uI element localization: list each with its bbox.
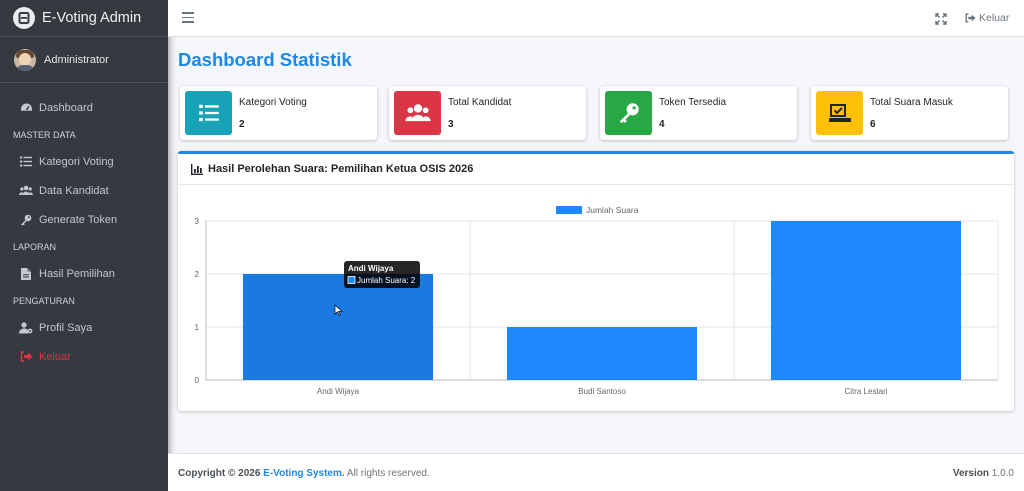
y-tick-label: 2 (195, 270, 200, 279)
brand-title: E-Voting Admin (42, 10, 142, 26)
footer-version: Version 1.0.0 (953, 468, 1014, 479)
bar (770, 221, 962, 380)
logout-button[interactable]: Keluar (965, 12, 1009, 24)
cursor-icon (334, 304, 343, 316)
sidebar-item-kandidat[interactable]: Data Kandidat (0, 176, 168, 205)
info-box-label: Total Suara Masuk (870, 97, 953, 108)
key-icon (605, 91, 652, 135)
bar (242, 274, 434, 380)
list-icon (185, 91, 232, 135)
y-tick-label: 1 (195, 323, 200, 332)
footer-copyright: Copyright © 2026 E-Voting System. All ri… (178, 468, 430, 479)
rights-text: All rights reserved. (346, 468, 430, 479)
tooltip-swatch (347, 276, 356, 284)
version-number: 1.0.0 (991, 468, 1014, 479)
file-icon (19, 267, 33, 281)
sidebar-item-token[interactable]: Generate Token (0, 205, 168, 234)
version-label: Version (952, 468, 989, 479)
sidebar: E-Voting Admin Administrator Dashboard M… (0, 0, 168, 491)
info-box-label: Kategori Voting (239, 97, 307, 108)
page-title: Dashboard Statistik (178, 49, 352, 70)
logout-label: Keluar (979, 12, 1010, 24)
info-box-number: 3 (448, 119, 454, 130)
user-gear-icon (19, 321, 33, 335)
x-tick-label: Andi Wijaya (317, 387, 360, 396)
brand-logo-icon (13, 7, 35, 29)
user-panel[interactable]: Administrator (0, 37, 168, 83)
card-header: Hasil Perolehan Suara: Pemilihan Ketua O… (178, 154, 1014, 185)
top-navbar: Keluar (168, 0, 1024, 37)
info-box-number: 4 (659, 119, 665, 130)
brand-link[interactable]: E-Voting Admin (0, 0, 168, 37)
nav-header-pengaturan: PENGATURAN (13, 295, 75, 306)
sidebar-item-label: Kategori Voting (39, 155, 114, 168)
footer: Copyright © 2026 E-Voting System. All ri… (168, 453, 1024, 491)
vote-box-icon (816, 91, 863, 135)
tooltip-title: Andi Wijaya (348, 264, 394, 273)
sidebar-item-label: Data Kandidat (39, 184, 109, 197)
sidebar-item-keluar[interactable]: Keluar (0, 342, 168, 371)
sidebar-item-label: Profil Saya (39, 321, 93, 334)
sign-out-icon (965, 13, 976, 23)
info-box-number: 2 (239, 119, 245, 130)
nav-header-master: MASTER DATA (13, 129, 76, 140)
legend-swatch (556, 206, 582, 214)
sidebar-item-label: Hasil Pemilihan (39, 267, 115, 280)
chart-card: Hasil Perolehan Suara: Pemilihan Ketua O… (178, 151, 1014, 411)
menu-toggle-icon[interactable] (182, 12, 194, 25)
y-tick-label: 3 (195, 217, 200, 226)
sign-out-icon (19, 350, 33, 364)
users-icon (394, 91, 441, 135)
y-tick-label: 0 (195, 376, 200, 385)
tooltip-box (344, 261, 420, 288)
info-box-label: Token Tersedia (659, 97, 727, 108)
sidebar-item-kategori[interactable]: Kategori Voting (0, 147, 168, 176)
info-box-token: Token Tersedia 4 (600, 86, 797, 140)
sidebar-item-label: Dashboard (39, 101, 93, 114)
fullscreen-icon[interactable] (935, 12, 947, 25)
copyright-text: Copyright © 2026 (178, 468, 261, 479)
sidebar-item-label: Generate Token (39, 213, 118, 226)
bar (506, 327, 698, 380)
info-box-suara: Total Suara Masuk 6 (811, 86, 1008, 140)
sidebar-item-label: Keluar (39, 350, 71, 363)
info-box-label: Total Kandidat (448, 97, 512, 108)
tooltip-body: Jumlah Suara: 2 (357, 276, 416, 285)
card-title: Hasil Perolehan Suara: Pemilihan Ketua O… (208, 163, 474, 175)
x-tick-label: Citra Lestari (844, 387, 887, 396)
sidebar-item-hasil[interactable]: Hasil Pemilihan (0, 259, 168, 288)
list-icon (19, 155, 33, 169)
key-icon (19, 213, 33, 227)
footer-brand-link[interactable]: E-Voting System. (263, 468, 345, 479)
avatar (14, 48, 36, 71)
users-icon (19, 184, 33, 198)
info-box-kandidat: Total Kandidat 3 (389, 86, 586, 140)
chart-bar-icon (191, 163, 203, 175)
user-name: Administrator (44, 53, 109, 66)
bar-chart[interactable]: Jumlah Suara 0 1 2 3 Andi Wijaya Budi Santoso C… (178, 154, 1014, 411)
legend-label: Jumlah Suara (586, 205, 639, 215)
dashboard-icon (19, 101, 33, 115)
nav-header-laporan: LAPORAN (13, 241, 57, 252)
sidebar-item-dashboard[interactable]: Dashboard (0, 93, 168, 122)
sidebar-item-profil[interactable]: Profil Saya (0, 313, 168, 342)
info-box-number: 6 (870, 119, 876, 130)
info-box-kategori: Kategori Voting 2 (180, 86, 377, 140)
x-tick-label: Budi Santoso (578, 387, 626, 396)
